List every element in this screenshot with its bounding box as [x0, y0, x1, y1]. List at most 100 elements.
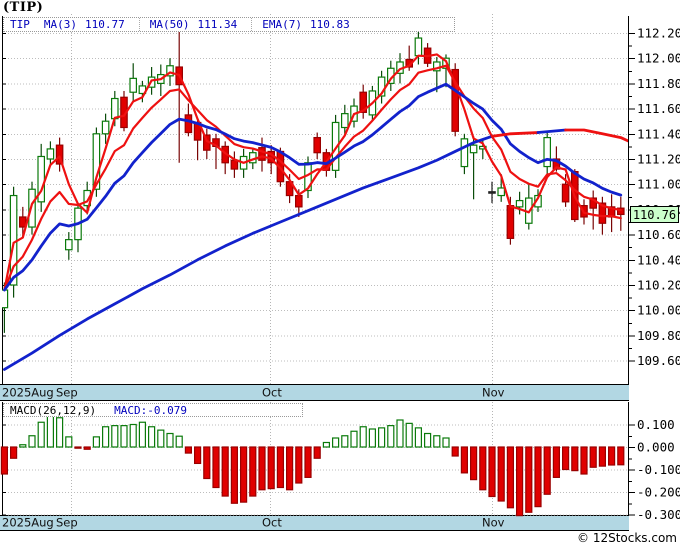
macd-bar [359, 426, 367, 448]
candle [166, 65, 174, 77]
macd-params-label: MACD(26,12,9) [10, 403, 97, 417]
macd-current-value: MACD:-0.079 [114, 403, 187, 417]
x-axis-label: 2025Aug [2, 386, 54, 400]
last-price-tag: 110.76 [630, 206, 679, 223]
macd-bar [111, 425, 119, 448]
macd-bar [322, 441, 330, 448]
macd-bar [368, 428, 376, 448]
macd-bar [607, 446, 616, 466]
y-axis-label: 110.60 [637, 227, 680, 242]
macd-bar [424, 432, 432, 448]
macd-bar [552, 446, 561, 478]
macd-bar [138, 421, 146, 448]
macd-axis-label: 0.000 [637, 440, 675, 455]
candle [230, 159, 239, 170]
macd-axis-label: -0.200 [637, 485, 680, 500]
x-axis-bands [0, 384, 629, 531]
macd-bar [74, 446, 82, 449]
macd-bar [19, 444, 27, 448]
page-title: (TIP) [3, 0, 44, 15]
macd-bar [414, 427, 422, 448]
macd-bar [561, 446, 570, 471]
macd-bar [571, 446, 579, 472]
macd-bar [129, 423, 137, 448]
macd-bar [65, 436, 73, 448]
macd-bar [0, 446, 8, 475]
candle [64, 239, 73, 251]
y-axis-label: 109.60 [637, 353, 680, 368]
macd-bar [55, 417, 64, 448]
macd-bar [598, 446, 607, 467]
macd-histogram-layer [0, 413, 625, 517]
macd-bar [10, 446, 18, 459]
y-axis-label: 110.40 [637, 252, 680, 267]
macd-bar [83, 446, 91, 450]
macd-bar [442, 437, 450, 448]
ma3-line [3, 53, 622, 292]
candle [46, 148, 55, 160]
macd-bar [120, 425, 128, 448]
candle [313, 136, 322, 154]
candle [129, 77, 138, 93]
candle [451, 68, 460, 132]
ema7-line [3, 64, 622, 292]
macd-bar [212, 446, 220, 489]
legend-symbol: TIP [10, 18, 30, 31]
y-axis-labels: 112.20 112.00 111.80 111.60 111.40 111.20 111.… [637, 26, 680, 523]
macd-bar [276, 446, 284, 489]
copyright-watermark: © 12Stocks.com [577, 531, 677, 545]
macd-bar [451, 446, 459, 457]
y-axis-label: 111.40 [637, 126, 680, 141]
y-axis-label: 111.00 [637, 177, 680, 192]
ma50-line [536, 128, 567, 134]
macd-bar [470, 446, 478, 481]
macd-bar [515, 446, 524, 517]
indicator-legend: TIP MA(3) 110.77 MA(50) 111.34 EMA(7) 11… [3, 17, 455, 32]
candle [598, 202, 607, 224]
macd-bar [157, 429, 165, 448]
y-axis-label: 111.80 [637, 76, 680, 91]
y-axis-label: 112.20 [637, 26, 680, 41]
panel-frame [2, 16, 635, 516]
macd-bar [387, 425, 395, 448]
macd-bar [37, 421, 45, 448]
macd-bar [580, 446, 588, 475]
macd-bar [589, 446, 597, 468]
candle [295, 194, 303, 208]
macd-bar [203, 446, 211, 480]
legend-divider [138, 18, 140, 31]
macd-bar [166, 432, 174, 448]
candle [488, 191, 496, 194]
macd-bar [46, 413, 55, 448]
x-axis-band-macd [0, 515, 629, 530]
candles-layer [2, 30, 625, 333]
macd-bar [405, 422, 413, 448]
x-axis-label: Sep [56, 386, 78, 400]
macd-bar [286, 446, 294, 491]
macd-bar [28, 435, 36, 448]
candle [497, 187, 506, 197]
macd-axis-label: -0.300 [637, 507, 680, 522]
x-axis-band-main [0, 385, 629, 400]
ma50-line [564, 128, 628, 143]
x-axis-label: 2025Aug [2, 516, 54, 530]
macd-bar [506, 446, 514, 509]
x-axis-label: Oct [262, 386, 282, 400]
candle [589, 197, 598, 209]
y-axis-label: 110.20 [637, 278, 680, 293]
ma50-line [3, 134, 494, 371]
legend-ma3-label: MA(3) [43, 18, 77, 31]
candle [110, 97, 119, 120]
y-axis-label: 111.60 [637, 101, 680, 116]
legend-ma50-label: MA(50) [149, 18, 190, 31]
x-axis-label: Sep [56, 516, 78, 530]
legend-ema7-value: 110.83 [310, 18, 350, 31]
y-axis-label: 110.00 [637, 303, 680, 318]
macd-bar [304, 446, 312, 478]
candle [341, 113, 349, 129]
macd-bar [92, 436, 101, 448]
candle [2, 289, 9, 309]
macd-bar [350, 430, 358, 448]
macd-bar [497, 446, 505, 502]
